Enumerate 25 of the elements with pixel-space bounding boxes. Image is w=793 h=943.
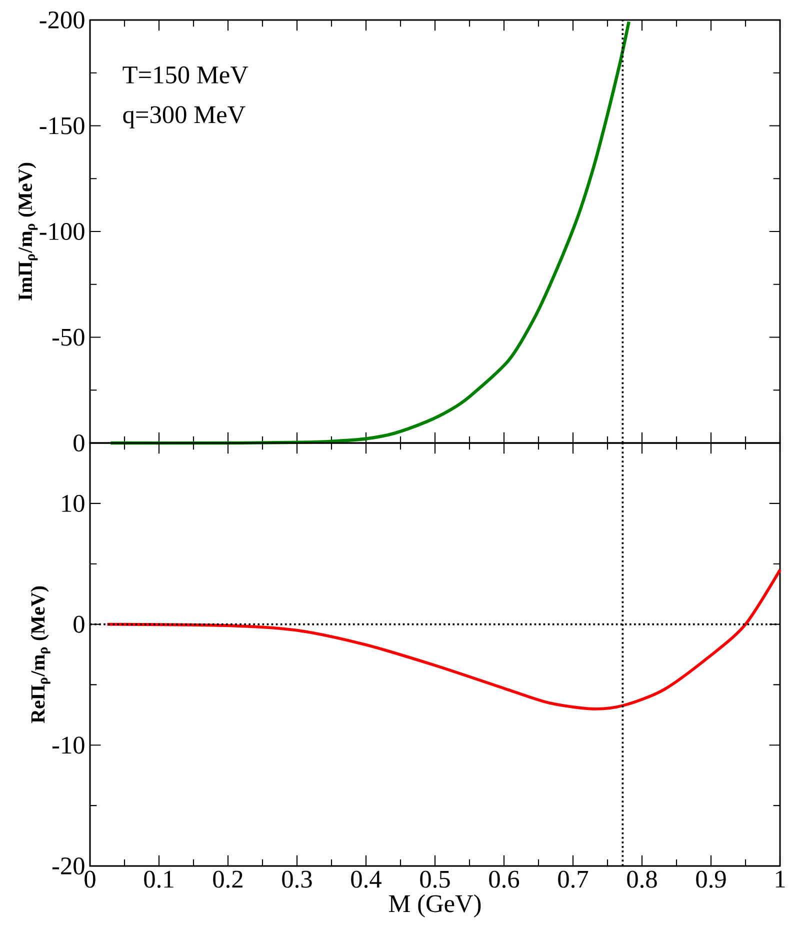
y-axis-title: ReΠ$_{ρ}$/m$_{ρ}$ (MeV) [30,586,50,724]
annotation: T=150 MeV [122,66,248,84]
y-tick-label: 0 [74,434,84,452]
y-tick-label: -10 [52,736,84,754]
x-tick-label: 0.7 [558,870,588,888]
x-tick-label: 0.9 [696,870,726,888]
x-tick-label: 0.5 [420,870,450,888]
y-tick-label: -50 [52,328,84,346]
x-tick-label: 1 [776,870,785,888]
y-tick-label: -150 [40,117,84,134]
y-tick-label: -200 [40,11,84,29]
x-tick-label: 0.1 [144,870,174,888]
y-axis-title: ImΠ$_{ρ}$/m$_{ρ}$ (MeV) [18,162,38,300]
y-tick-label: 0 [74,616,84,633]
x-axis-title: M (GeV) [388,894,481,918]
x-tick-label: 0.8 [627,870,657,888]
x-tick-label: 0.3 [282,870,312,888]
x-tick-label: 0 [84,870,96,888]
annotation: q=300 MeV [123,106,246,128]
x-tick-label: 0.4 [351,870,382,888]
x-tick-label: 0.2 [213,870,242,888]
y-tick-label: -20 [52,857,84,875]
x-tick-label: 0.6 [489,870,520,888]
y-tick-label: -100 [40,222,84,240]
y-tick-label: 10 [62,494,84,512]
